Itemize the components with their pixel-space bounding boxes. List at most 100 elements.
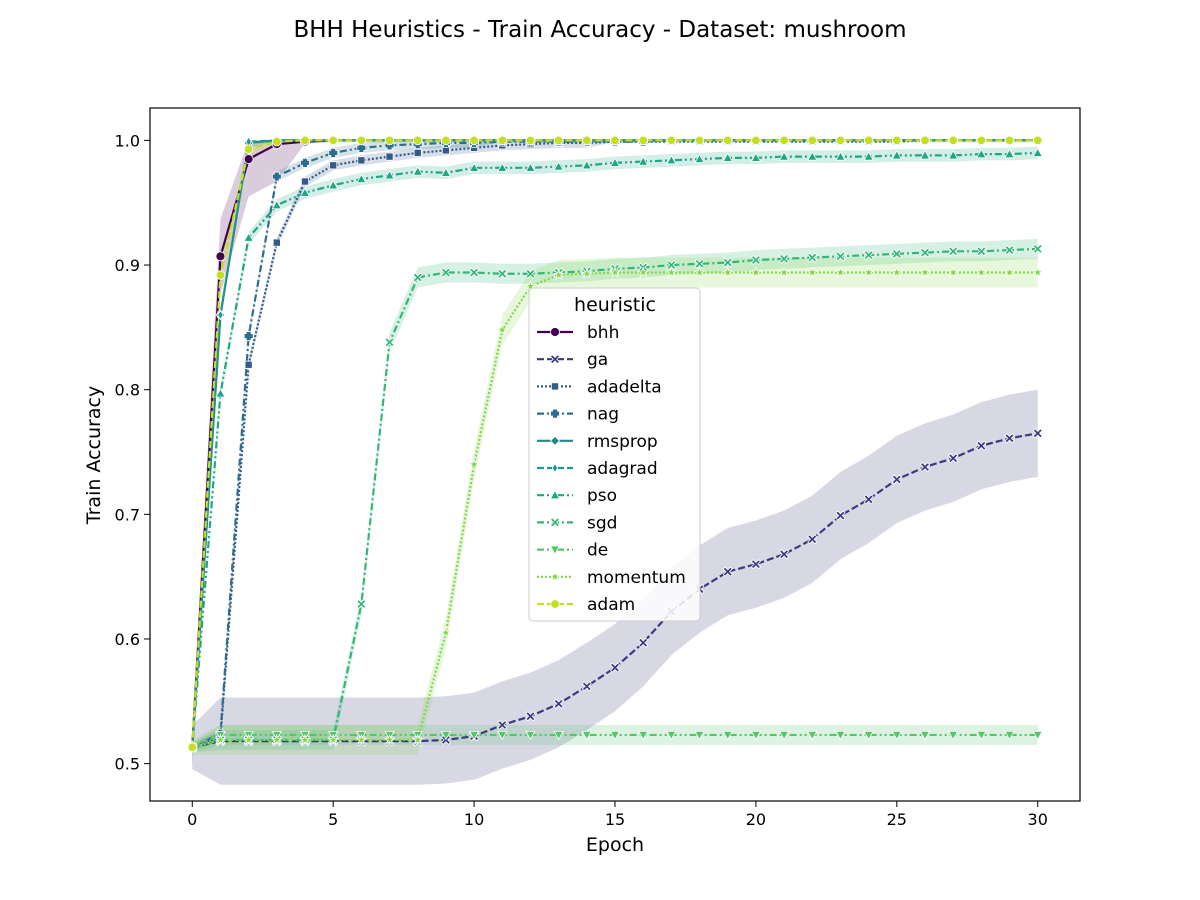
data-point-momentum <box>834 266 847 278</box>
legend-title: heuristic <box>574 294 656 316</box>
data-point-adam <box>892 135 902 145</box>
y-axis-label: Train Accuracy <box>83 386 105 525</box>
data-point-pso <box>666 155 677 165</box>
data-point-de <box>553 730 564 741</box>
legend-label-adadelta: adadelta <box>587 377 662 397</box>
data-point-sgd <box>976 246 987 257</box>
data-point-de <box>525 730 536 741</box>
data-point-sgd <box>807 252 818 263</box>
data-point-ga <box>807 534 818 545</box>
data-point-pso <box>609 157 621 167</box>
data-point-adam <box>582 135 592 145</box>
data-point-sgd <box>440 267 451 278</box>
data-point-nag <box>300 157 310 168</box>
legend-box <box>528 287 701 622</box>
data-point-momentum <box>609 266 621 278</box>
data-point-de <box>722 730 733 741</box>
data-point-adam <box>948 135 958 145</box>
data-point-momentum <box>806 266 819 278</box>
data-point-de <box>638 730 649 741</box>
data-point-pso <box>863 151 874 161</box>
data-point-adam <box>610 135 620 145</box>
data-point-ga <box>1004 433 1015 444</box>
data-point-pso <box>356 173 367 184</box>
data-point-adam <box>215 270 226 280</box>
legend-label-ga: ga <box>587 350 608 370</box>
data-point-ga <box>525 711 536 722</box>
x-tick-label: 30 <box>1028 810 1048 829</box>
data-point-de <box>497 730 508 741</box>
x-axis-label: Epoch <box>586 834 644 856</box>
data-point-sgd <box>1004 245 1015 256</box>
data-point-adadelta <box>272 238 281 247</box>
data-point-adam <box>835 135 846 145</box>
data-point-adam <box>356 135 366 145</box>
data-point-sgd <box>835 251 846 262</box>
data-point-ga <box>553 698 564 709</box>
data-point-momentum <box>440 626 452 638</box>
data-point-de <box>948 730 959 741</box>
data-point-adam <box>779 135 789 145</box>
data-point-adadelta <box>357 156 366 165</box>
data-point-bhh <box>215 251 226 262</box>
data-point-momentum <box>524 280 537 292</box>
data-point-adagrad <box>217 309 224 321</box>
data-point-sgd <box>412 272 423 283</box>
data-point-momentum <box>383 733 396 745</box>
data-point-ga <box>835 510 846 521</box>
data-point-momentum <box>637 266 650 278</box>
data-point-sgd <box>750 254 761 266</box>
data-point-nag <box>243 331 254 341</box>
data-point-momentum <box>947 266 960 278</box>
data-point-momentum <box>496 323 509 335</box>
data-point-de <box>666 730 677 741</box>
data-point-adam <box>300 135 310 145</box>
data-point-momentum <box>214 733 227 745</box>
data-point-de <box>609 730 621 741</box>
data-point-sgd <box>384 337 395 348</box>
data-point-sgd <box>948 246 959 257</box>
data-point-momentum <box>552 268 565 280</box>
data-point-ga <box>722 566 733 577</box>
data-point-ga <box>779 549 790 560</box>
data-point-adadelta <box>441 146 450 155</box>
data-point-ga <box>919 461 931 473</box>
data-point-pso <box>497 162 508 172</box>
x-tick-label: 20 <box>746 810 766 829</box>
data-point-adam <box>244 144 254 154</box>
legend-marker-rmsprop <box>549 435 561 446</box>
data-point-ga <box>581 681 592 692</box>
legend-label-nag: nag <box>587 405 619 425</box>
data-point-pso <box>215 388 226 398</box>
data-point-momentum <box>1003 266 1016 278</box>
data-point-pso <box>1004 148 1015 159</box>
data-point-pso <box>919 150 931 160</box>
y-axis: 0.5 0.6 0.7 0.8 0.9 1.0 <box>115 131 150 774</box>
data-point-ga <box>750 559 761 570</box>
data-point-ga <box>609 662 621 673</box>
data-point-de <box>1032 730 1043 741</box>
data-point-sgd <box>779 253 790 264</box>
data-point-adam <box>694 135 705 145</box>
data-point-ga <box>891 474 902 485</box>
data-point-adadelta <box>413 148 422 157</box>
data-point-adam <box>328 135 338 145</box>
x-axis: 0 5 10 15 20 25 30 <box>187 801 1048 829</box>
data-point-pso <box>835 151 846 161</box>
data-point-adam <box>413 135 423 145</box>
data-point-adam <box>1033 135 1043 145</box>
data-point-adam <box>469 135 479 145</box>
data-point-sgd <box>469 267 480 278</box>
data-point-de <box>835 730 846 741</box>
data-point-sgd <box>891 248 902 259</box>
data-point-momentum <box>355 733 368 745</box>
data-point-momentum <box>327 733 340 745</box>
legend-marker-pso <box>549 489 561 500</box>
data-point-pso <box>750 152 762 162</box>
data-point-adam <box>384 135 395 145</box>
data-point-pso <box>1032 147 1043 157</box>
data-point-adadelta <box>244 360 253 369</box>
data-point-de <box>891 730 902 741</box>
data-point-momentum <box>468 458 480 470</box>
